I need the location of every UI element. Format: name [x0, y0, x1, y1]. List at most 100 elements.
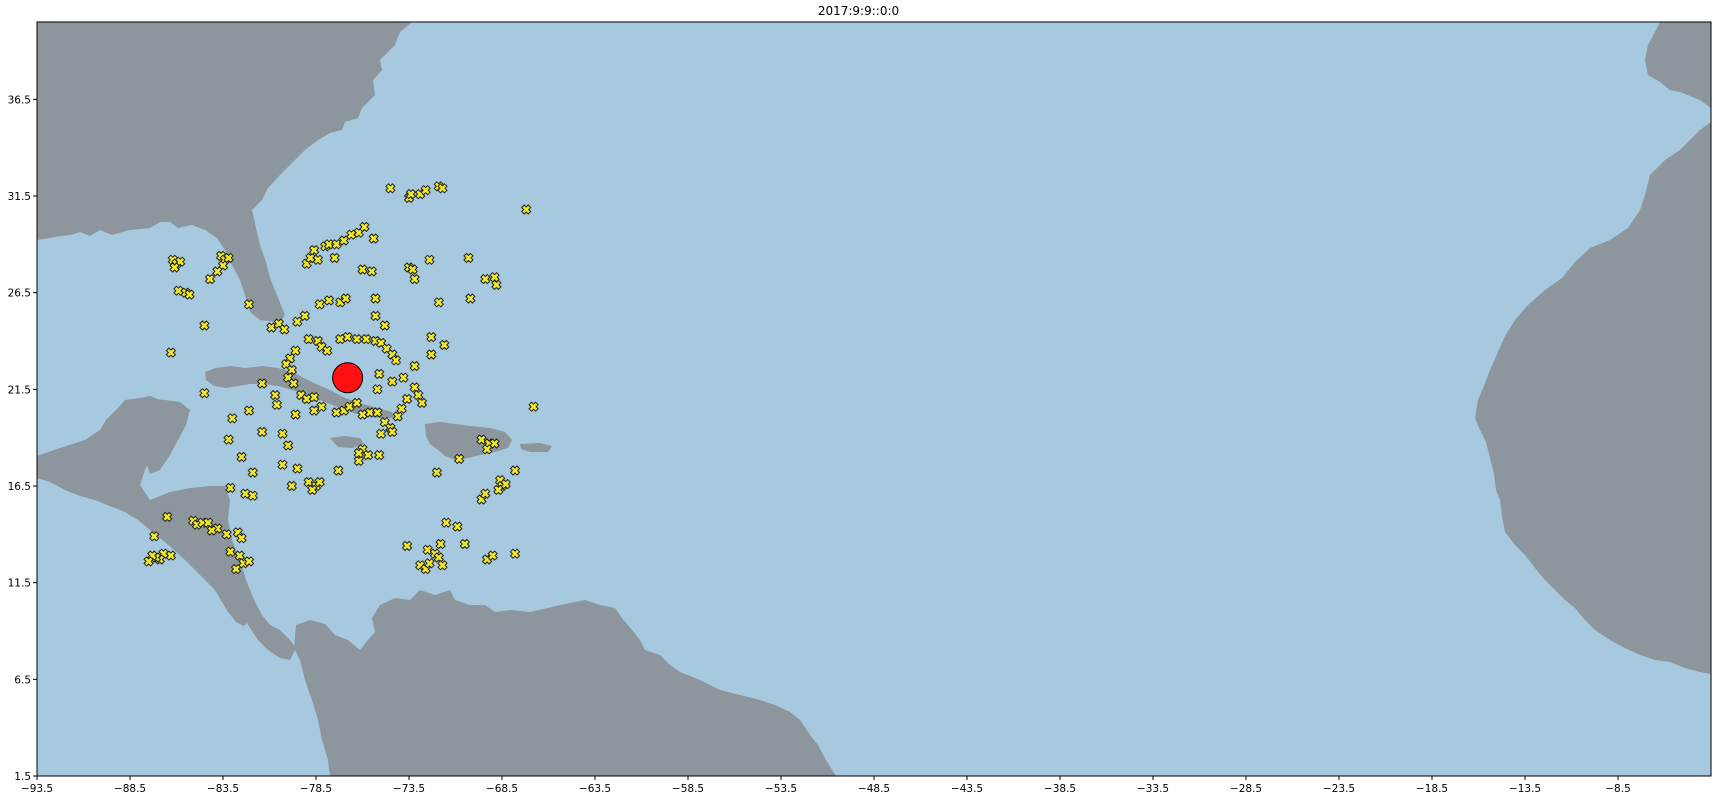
x-tick-label: −73.5 [393, 783, 425, 795]
x-tick-label: −48.5 [858, 783, 890, 795]
station-marker [329, 252, 340, 264]
station-marker [351, 333, 363, 345]
station-marker [344, 401, 355, 412]
station-marker [368, 233, 379, 244]
station-marker [375, 428, 387, 440]
station-marker [465, 293, 476, 304]
station-marker [489, 438, 500, 449]
station-marker [266, 322, 277, 333]
station-marker [223, 252, 234, 264]
station-marker [357, 264, 368, 275]
station-marker [373, 368, 385, 380]
station-marker [292, 463, 303, 474]
station-marker [396, 403, 407, 414]
station-marker [184, 289, 195, 300]
y-tick-label: 31.5 [8, 191, 31, 203]
station-marker [307, 484, 318, 496]
station-marker [413, 389, 424, 401]
station-marker [199, 387, 210, 399]
station-marker [452, 521, 463, 532]
station-marker [282, 440, 294, 451]
station-marker [223, 434, 234, 445]
station-marker [387, 426, 398, 438]
station-marker [269, 389, 281, 401]
x-tick-label: −78.5 [300, 783, 332, 795]
storm-center-marker [332, 362, 364, 394]
station-marker [256, 426, 268, 438]
x-tick-label: −83.5 [207, 783, 239, 795]
station-marker [353, 447, 365, 459]
station-marker [424, 254, 435, 266]
x-tick-label: −88.5 [114, 783, 146, 795]
central-america-landmass [37, 396, 250, 626]
station-marker [440, 517, 452, 528]
station-marker [277, 428, 288, 440]
station-marker [366, 266, 378, 277]
station-marker [247, 490, 259, 501]
x-tick-label: −23.5 [1323, 783, 1355, 795]
x-tick-label: −68.5 [486, 783, 518, 795]
station-marker [333, 465, 344, 476]
y-tick-label: 11.5 [8, 578, 31, 590]
station-marker [387, 376, 398, 387]
station-marker [312, 254, 324, 266]
x-tick-label: −93.5 [21, 783, 53, 795]
puerto-rico-landmass [520, 443, 552, 452]
africa-landmass [1475, 122, 1711, 674]
station-marker [398, 372, 409, 383]
station-marker [422, 544, 433, 556]
station-marker [453, 453, 465, 465]
station-marker [390, 355, 402, 366]
station-marker [288, 378, 299, 389]
station-marker [331, 239, 342, 250]
station-marker [206, 525, 218, 536]
station-marker [520, 204, 532, 215]
station-marker [323, 295, 335, 306]
station-marker [290, 345, 301, 356]
station-marker [299, 310, 311, 322]
station-marker [286, 480, 298, 492]
station-marker [433, 552, 445, 563]
station-marker [202, 517, 214, 528]
station-marker [314, 476, 325, 488]
station-marker [431, 467, 443, 478]
station-marker [340, 293, 352, 304]
station-marker [286, 364, 298, 376]
station-marker [401, 393, 413, 405]
station-marker [169, 262, 180, 273]
station-marker [362, 449, 374, 461]
station-marker [303, 333, 314, 345]
station-marker [476, 434, 487, 445]
south-america-landmass [294, 590, 836, 776]
station-marker [409, 273, 420, 285]
station-marker [165, 550, 177, 561]
station-marker [420, 184, 431, 196]
station-marker [308, 405, 320, 416]
station-marker [426, 349, 437, 360]
station-marker [407, 264, 418, 275]
station-marker [290, 409, 301, 420]
iberia-landmass [1645, 22, 1711, 108]
station-marker [342, 331, 353, 343]
station-marker [493, 484, 504, 496]
x-tick-label: −63.5 [579, 783, 611, 795]
station-marker [353, 455, 365, 467]
station-marker [481, 444, 493, 455]
plot-frame [36, 21, 1712, 777]
x-tick-label: −38.5 [1044, 783, 1076, 795]
station-marker [433, 297, 445, 308]
x-tick-label: −33.5 [1137, 783, 1169, 795]
station-marker [308, 244, 320, 256]
station-marker [225, 482, 236, 494]
station-marker [225, 546, 236, 557]
station-marker [364, 407, 376, 418]
x-tick-label: −53.5 [765, 783, 797, 795]
station-marker [338, 235, 350, 246]
y-tick-label: 26.5 [8, 288, 31, 300]
station-marker [459, 538, 471, 550]
station-marker [435, 538, 446, 550]
station-marker [528, 401, 539, 412]
station-marker [316, 401, 327, 412]
station-marker [143, 556, 154, 567]
